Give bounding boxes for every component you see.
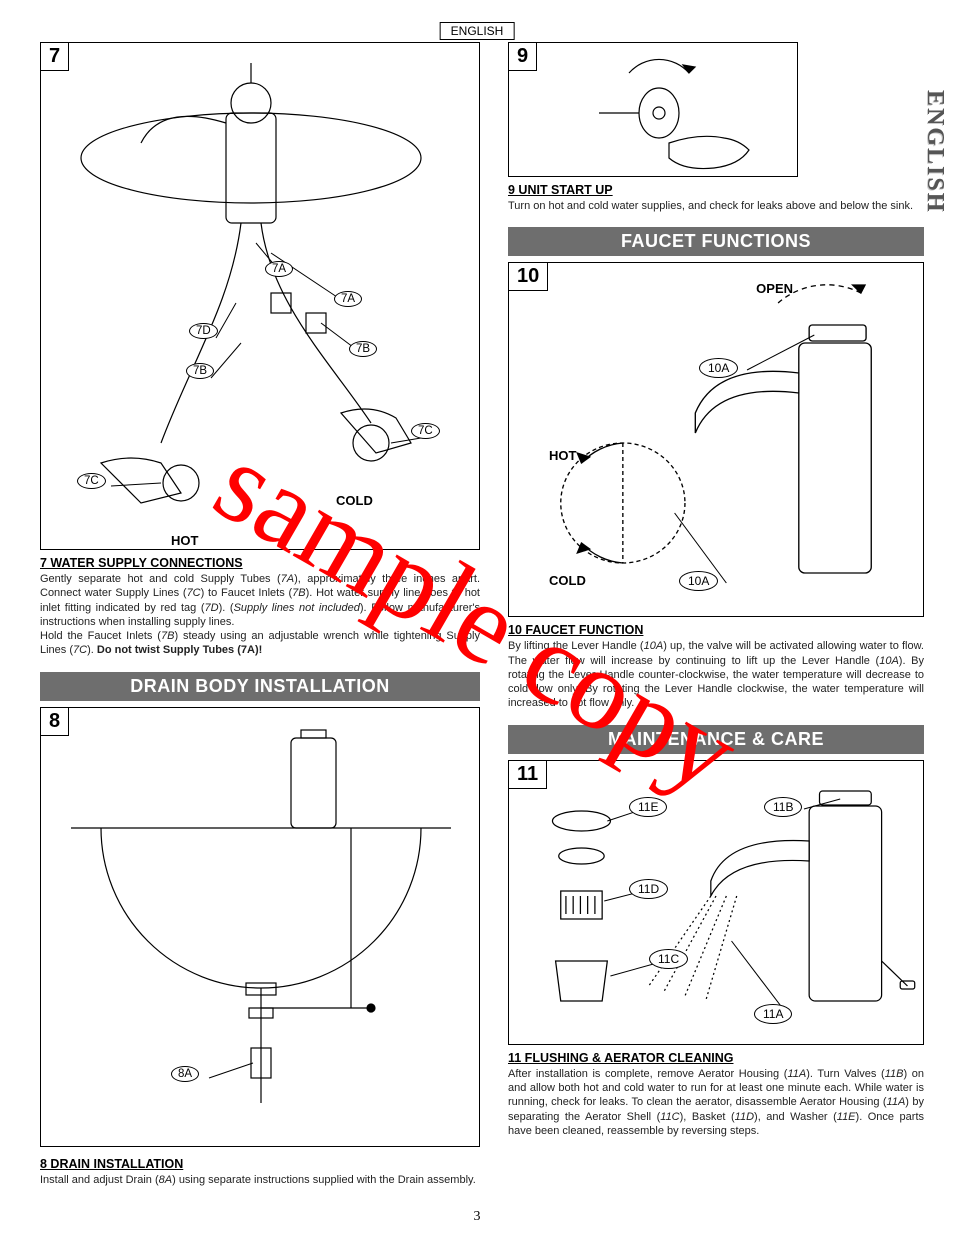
callout-11a: 11A [754, 1004, 792, 1024]
callout-7a-1: 7A [265, 261, 293, 277]
callout-11e: 11E [629, 797, 667, 817]
text-10: By lifting the Lever Handle (10A) up, th… [508, 639, 924, 710]
top-language-tab: ENGLISH [440, 22, 515, 40]
content-columns: 7 [40, 42, 924, 1217]
callout-7b-1: 7B [186, 363, 214, 379]
text-7-p2: Hold the Faucet Inlets (7B) steady using… [40, 629, 480, 658]
callout-7c-2: 7C [411, 423, 440, 439]
page: ENGLISH ENGLISH 7 [0, 0, 954, 1235]
figure-8: 8 [40, 707, 480, 1147]
step-number-9: 9 [508, 42, 537, 71]
step-number-7: 7 [40, 42, 69, 71]
text-7-p1: Gently separate hot and cold Supply Tube… [40, 572, 480, 629]
side-language-tab: ENGLISH [921, 90, 948, 213]
page-number: 3 [474, 1209, 481, 1225]
label-open: OPEN [756, 281, 793, 296]
section-drain-body: DRAIN BODY INSTALLATION [40, 672, 480, 701]
heading-8: 8 DRAIN INSTALLATION [40, 1157, 480, 1171]
callout-7a-2: 7A [334, 291, 362, 307]
callout-11b: 11B [764, 797, 802, 817]
callout-10a-2: 10A [679, 571, 718, 591]
callout-7c-1: 7C [77, 473, 106, 489]
label-hot-7: HOT [171, 533, 198, 548]
figure-7: 7 [40, 42, 480, 550]
figure-9: 9 [508, 42, 798, 177]
callout-11c: 11C [649, 949, 688, 969]
section-maintenance: MAINTENANCE & CARE [508, 725, 924, 754]
callout-7d: 7D [189, 323, 218, 339]
label-cold-7: COLD [336, 493, 373, 508]
left-column: 7 [40, 42, 480, 1217]
heading-9: 9 UNIT START UP [508, 183, 924, 197]
figure-11: 11 [508, 760, 924, 1045]
heading-11: 11 FLUSHING & AERATOR CLEANING [508, 1051, 924, 1065]
text-11: After installation is complete, remove A… [508, 1067, 924, 1138]
right-column: 9 9 UNIT START UP Turn [508, 42, 924, 1217]
section-faucet-functions: FAUCET FUNCTIONS [508, 227, 924, 256]
heading-10: 10 FAUCET FUNCTION [508, 623, 924, 637]
figure-10: 10 [508, 262, 924, 617]
callout-8a: 8A [171, 1066, 199, 1082]
callout-11d: 11D [629, 879, 668, 899]
text-9: Turn on hot and cold water supplies, and… [508, 199, 924, 213]
step-number-11: 11 [508, 760, 547, 789]
step-number-10: 10 [508, 262, 548, 291]
label-cold-10: COLD [549, 573, 586, 588]
callout-10a-1: 10A [699, 358, 738, 378]
text-8: Install and adjust Drain (8A) using sepa… [40, 1173, 480, 1187]
step-number-8: 8 [40, 707, 69, 736]
callout-7b-2: 7B [349, 341, 377, 357]
label-hot-10: HOT [549, 448, 576, 463]
heading-7: 7 WATER SUPPLY CONNECTIONS [40, 556, 480, 570]
